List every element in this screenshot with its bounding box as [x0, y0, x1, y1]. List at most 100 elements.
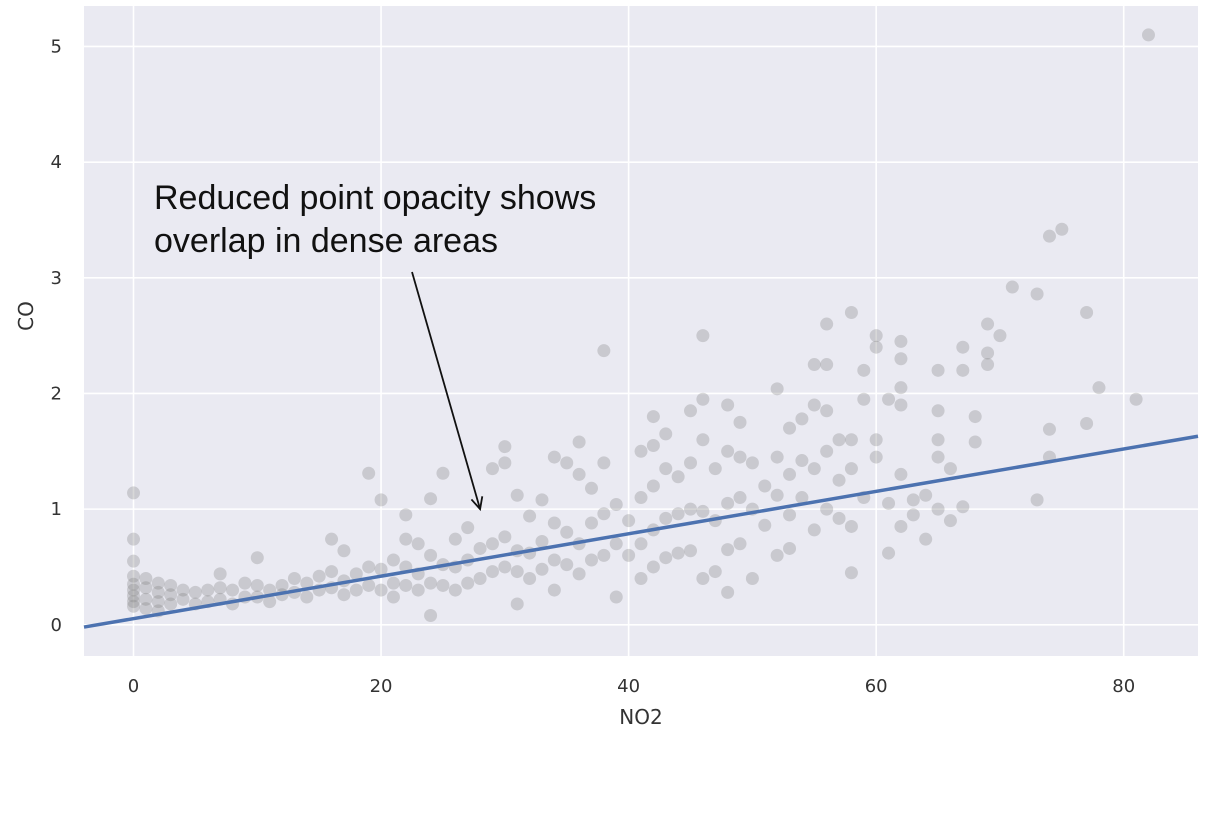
data-point	[1141, 28, 1155, 42]
data-point	[770, 488, 784, 502]
y-axis-ticks: 0 1 2 3 4 5	[51, 36, 62, 635]
data-point	[399, 532, 413, 546]
data-point	[832, 511, 846, 525]
data-point	[981, 346, 995, 360]
data-point	[820, 444, 834, 458]
data-point	[127, 589, 141, 603]
data-point	[325, 532, 339, 546]
annotation-arrow	[411, 271, 484, 512]
data-point	[646, 410, 660, 424]
data-point	[844, 305, 858, 319]
data-point	[349, 583, 363, 597]
data-point	[919, 532, 933, 546]
data-point	[127, 554, 141, 568]
data-point	[139, 592, 153, 606]
data-point	[869, 450, 883, 464]
data-point	[981, 317, 995, 331]
data-point	[807, 462, 821, 476]
data-point	[263, 595, 277, 609]
x-tick-label: 40	[617, 676, 640, 697]
data-point	[783, 541, 797, 555]
data-point	[535, 534, 549, 548]
data-point	[634, 572, 648, 586]
data-point	[188, 585, 202, 599]
data-point	[226, 583, 240, 597]
data-point	[337, 544, 351, 558]
x-axis-label: NO2	[619, 705, 662, 729]
data-point	[1030, 493, 1044, 507]
y-tick-label: 0	[51, 615, 62, 636]
data-point	[906, 493, 920, 507]
x-tick-label: 60	[865, 676, 888, 697]
data-point	[139, 581, 153, 595]
data-point	[1042, 229, 1056, 243]
data-point	[572, 467, 586, 481]
data-point	[597, 344, 611, 358]
data-point	[820, 404, 834, 418]
data-point	[832, 433, 846, 447]
y-tick-label: 4	[51, 152, 62, 173]
data-point	[844, 566, 858, 580]
data-point	[584, 516, 598, 530]
data-point	[622, 548, 636, 562]
data-point	[349, 567, 363, 581]
data-point	[721, 543, 735, 557]
data-point	[250, 578, 264, 592]
x-axis-ticks: 0 20 40 60 80	[128, 676, 1135, 697]
data-point	[300, 576, 314, 590]
data-point	[411, 537, 425, 551]
data-point	[1129, 392, 1143, 406]
x-tick-label: 20	[370, 676, 393, 697]
data-point	[485, 565, 499, 579]
data-point	[646, 560, 660, 574]
data-point	[411, 583, 425, 597]
data-point	[609, 497, 623, 511]
data-point	[535, 562, 549, 576]
data-point	[485, 462, 499, 476]
data-point	[127, 486, 141, 500]
data-point	[164, 578, 178, 592]
data-point	[127, 532, 141, 546]
data-point	[844, 519, 858, 533]
data-point	[523, 572, 537, 586]
data-point	[597, 548, 611, 562]
data-point	[547, 553, 561, 567]
data-point	[151, 576, 165, 590]
data-point	[597, 507, 611, 521]
data-point	[374, 493, 388, 507]
y-tick-label: 3	[51, 268, 62, 289]
data-point	[560, 525, 574, 539]
data-point	[894, 467, 908, 481]
data-point	[758, 479, 772, 493]
data-point	[139, 572, 153, 586]
data-point	[708, 462, 722, 476]
data-point	[634, 537, 648, 551]
y-tick-label: 2	[51, 383, 62, 404]
y-tick-label: 1	[51, 499, 62, 520]
data-point	[634, 444, 648, 458]
data-point	[770, 450, 784, 464]
data-point	[696, 329, 710, 343]
data-point	[424, 609, 438, 623]
data-point	[857, 363, 871, 377]
annotation-line-1: Reduced point opacity shows	[154, 179, 596, 217]
data-point	[300, 590, 314, 604]
data-point	[745, 572, 759, 586]
data-point	[584, 553, 598, 567]
data-point	[721, 585, 735, 599]
data-point	[696, 392, 710, 406]
data-point	[485, 537, 499, 551]
data-point	[362, 466, 376, 480]
data-point	[399, 508, 413, 522]
data-point	[919, 488, 933, 502]
data-point	[461, 521, 475, 535]
data-point	[943, 462, 957, 476]
data-point	[498, 560, 512, 574]
data-point	[931, 502, 945, 516]
data-point	[733, 491, 747, 505]
data-point	[820, 502, 834, 516]
data-point	[127, 577, 141, 591]
annotation-line-2: overlap in dense areas	[154, 222, 498, 260]
data-point	[844, 433, 858, 447]
data-point	[560, 456, 574, 470]
